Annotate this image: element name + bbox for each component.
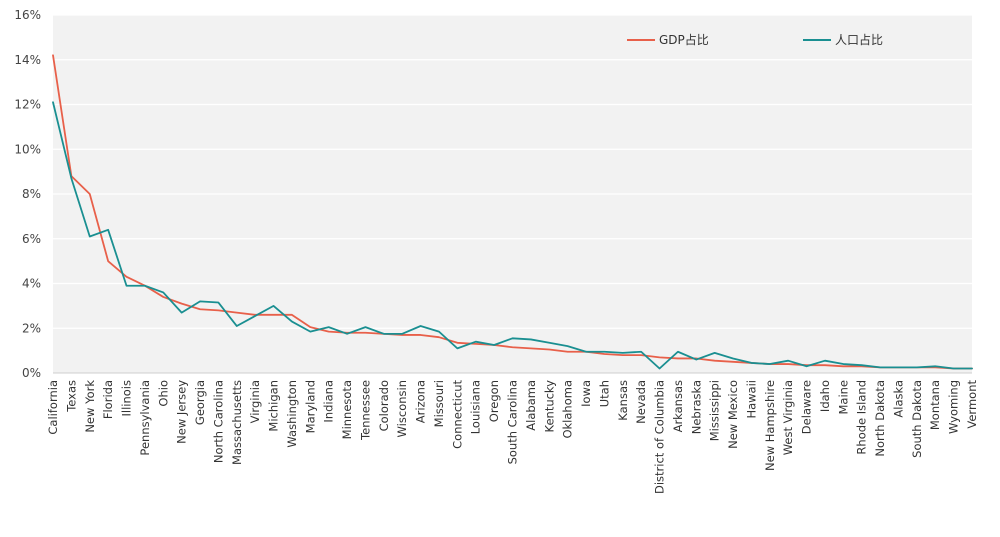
x-tick-label: Arkansas (671, 380, 685, 432)
x-tick-label: Idaho (818, 380, 832, 412)
x-tick-label: Nebraska (689, 380, 703, 434)
x-tick-label: Colorado (377, 380, 391, 431)
x-tick-label: Vermont (965, 380, 979, 429)
x-tick-label: Iowa (579, 380, 593, 407)
x-tick-label: Utah (597, 380, 611, 407)
series-line-1 (52, 101, 973, 370)
x-tick-label: Kansas (616, 380, 630, 421)
x-tick-label: Rhode Island (855, 380, 869, 455)
y-tick-label: 8% (22, 187, 41, 201)
x-tick-label: Montana (928, 380, 942, 430)
x-tick-label: Indiana (322, 380, 336, 423)
x-axis-category-labels: California Texas New York Florida Illinois Pe… (46, 380, 979, 494)
x-tick-label: Pennsylvania (138, 380, 152, 456)
gridlines (53, 14, 972, 374)
x-tick-label: Maryland (303, 380, 317, 433)
x-tick-label: District of Columbia (653, 380, 667, 494)
x-tick-label: Alaska (891, 380, 905, 418)
y-tick-label: 2% (22, 321, 41, 335)
x-tick-label: Delaware (800, 380, 814, 434)
x-tick-label: South Dakota (910, 380, 924, 458)
x-tick-label: North Dakota (873, 380, 887, 457)
y-tick-label: 16% (14, 8, 41, 22)
x-tick-label: South Carolina (506, 380, 520, 464)
legend-label: GDP占比 (659, 32, 709, 47)
x-tick-label: Wisconsin (395, 380, 409, 437)
y-tick-label: 12% (14, 98, 41, 112)
x-tick-label: West Virginia (781, 380, 795, 455)
x-tick-label: Wyoming (947, 380, 961, 434)
x-tick-label: Michigan (267, 380, 281, 432)
x-tick-label: Hawaii (744, 380, 758, 419)
x-tick-label: Nevada (634, 380, 648, 424)
y-tick-label: 0% (22, 366, 41, 380)
x-tick-label: Ohio (156, 380, 170, 407)
x-tick-label: Texas (64, 380, 78, 413)
x-tick-label: Virginia (248, 380, 262, 423)
x-tick-label: Oregon (487, 380, 501, 422)
x-tick-label: Tennessee (358, 380, 372, 441)
legend: GDP占比 人口占比 (627, 32, 883, 47)
x-tick-label: New Mexico (726, 380, 740, 449)
x-tick-label: Oklahoma (561, 380, 575, 439)
y-tick-label: 6% (22, 232, 41, 246)
y-tick-label: 4% (22, 277, 41, 291)
x-tick-label: New York (83, 380, 97, 433)
x-tick-label: Arizona (414, 380, 428, 423)
x-tick-label: Maine (836, 380, 850, 415)
x-tick-label: Mississippi (708, 380, 722, 441)
x-tick-label: Alabama (524, 380, 538, 431)
series-line-0 (52, 54, 973, 370)
x-tick-label: Washington (285, 380, 299, 448)
x-tick-label: Florida (101, 380, 115, 419)
x-tick-label: New Jersey (175, 380, 189, 444)
y-tick-label: 10% (14, 142, 41, 156)
x-tick-label: Massachusetts (230, 380, 244, 465)
x-tick-label: Missouri (432, 380, 446, 427)
x-tick-label: California (46, 380, 60, 435)
y-axis-tick-labels: 0% 2% 4% 6% 8% 10% 12% 14% 16% (14, 8, 41, 380)
x-tick-label: Illinois (120, 380, 134, 417)
x-tick-label: New Hampshire (763, 380, 777, 471)
x-tick-label: Connecticut (450, 380, 464, 449)
legend-label: 人口占比 (835, 32, 883, 47)
x-tick-label: Georgia (193, 380, 207, 425)
x-tick-label: Louisiana (469, 380, 483, 434)
x-tick-label: Minnesota (340, 380, 354, 439)
y-tick-label: 14% (14, 53, 41, 67)
x-tick-label: Kentucky (542, 380, 556, 433)
series-lines (52, 54, 973, 370)
x-tick-label: North Carolina (211, 380, 225, 463)
